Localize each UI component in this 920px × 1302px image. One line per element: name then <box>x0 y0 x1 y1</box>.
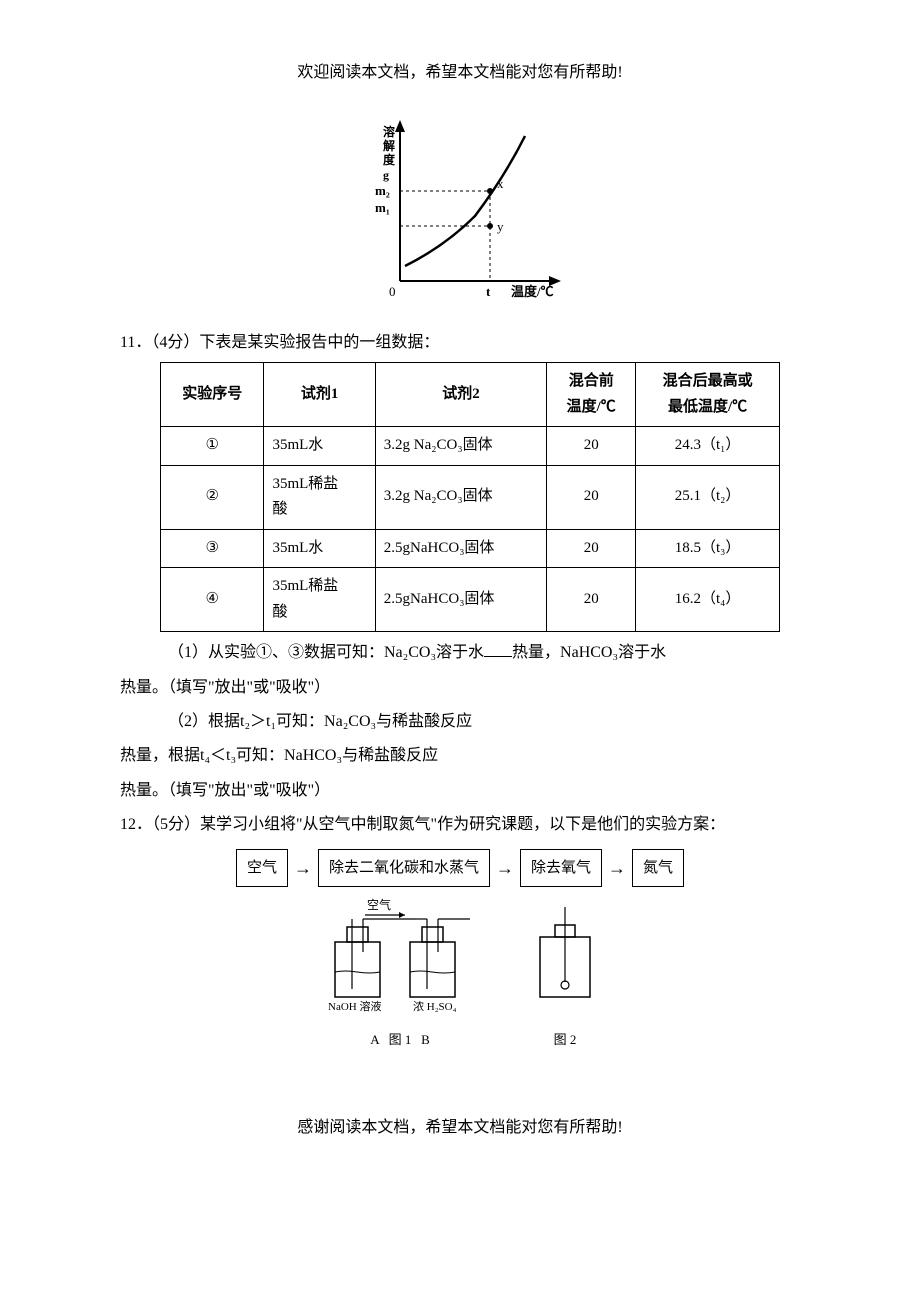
table-row: ② 35mL稀盐 酸 3.2g Na₂CO₃固体 20 25.1（t₂） <box>161 465 780 529</box>
q11-intro: 11．（4分）下表是某实验报告中的一组数据： <box>120 328 800 358</box>
flow-row: 空气 → 除去二氧化碳和水蒸气 → 除去氧气 → 氮气 <box>120 849 800 888</box>
th-r1: 试剂1 <box>264 363 375 427</box>
flow-box-o2: 除去氧气 <box>520 849 602 888</box>
table-row: ③ 35mL水 2.5gNaHCO₃固体 20 18.5（t₃） <box>161 529 780 568</box>
q11-p1c: 热量。（填写"放出"或"吸收"） <box>120 673 800 703</box>
svg-text:m₁: m₁ <box>375 200 390 215</box>
svg-text:解: 解 <box>383 138 395 153</box>
q11-p2a: （2）根据t₂＞t₁可知：Na₂CO₃与稀盐酸反应 <box>168 707 800 737</box>
arrow-icon: → <box>608 851 626 885</box>
flow-box-air: 空气 <box>236 849 288 888</box>
svg-text:温度/℃: 温度/℃ <box>511 284 554 299</box>
header-note: 欢迎阅读本文档，希望本文档能对您有所帮助! <box>120 58 800 88</box>
svg-text:g: g <box>383 168 389 182</box>
q12-intro: 12．（5分）某学习小组将"从空气中制取氮气"作为研究课题，以下是他们的实验方案… <box>120 810 800 840</box>
svg-text:度: 度 <box>383 152 396 167</box>
table-row: ① 35mL水 3.2g Na₂CO₃固体 20 24.3（t₁） <box>161 427 780 466</box>
svg-text:浓 H₂SO₄: 浓 H₂SO₄ <box>413 1000 457 1013</box>
th-t1: 混合后最高或 最低温度/℃ <box>636 363 780 427</box>
svg-text:y: y <box>497 219 504 234</box>
svg-text:溶: 溶 <box>383 124 395 139</box>
th-t0: 混合前 温度/℃ <box>547 363 636 427</box>
footer-note: 感谢阅读本文档，希望本文档能对您有所帮助! <box>120 1113 800 1143</box>
q11-p2b: 热量，根据t₄＜t₃可知：NaHCO₃与稀盐酸反应 <box>120 741 800 771</box>
figure-1: 空气 NaOH 溶液 浓 <box>315 897 485 1053</box>
arrow-icon: → <box>496 851 514 885</box>
table-row: ④ 35mL稀盐 酸 2.5gNaHCO₃固体 20 16.2（t₄） <box>161 568 780 632</box>
apparatus-row: 空气 NaOH 溶液 浓 <box>120 897 800 1053</box>
q12-diagram: 空气 → 除去二氧化碳和水蒸气 → 除去氧气 → 氮气 空气 <box>120 849 800 1054</box>
flow-box-n2: 氮气 <box>632 849 684 888</box>
experiment-table: 实验序号 试剂1 试剂2 混合前 温度/℃ 混合后最高或 最低温度/℃ ① 35… <box>160 362 780 632</box>
q11-p2c: 热量。（填写"放出"或"吸收"） <box>120 776 800 806</box>
solubility-chart: 溶 解 度 g x y m₂ m₁ 0 t 温度/℃ <box>120 116 800 317</box>
svg-text:空气: 空气 <box>367 897 391 912</box>
th-r2: 试剂2 <box>375 363 547 427</box>
svg-text:x: x <box>497 176 504 191</box>
svg-text:t: t <box>486 284 491 299</box>
arrow-icon: → <box>294 851 312 885</box>
blank-fill <box>484 640 512 657</box>
svg-text:0: 0 <box>389 284 396 299</box>
q11-p1: （1）从实验①、③数据可知：Na₂CO₃溶于水热量，NaHCO₃溶于水 <box>168 638 800 668</box>
svg-text:NaOH 溶液: NaOH 溶液 <box>328 999 381 1013</box>
svg-text:m₂: m₂ <box>375 183 390 198</box>
figure-2: 图 2 <box>525 897 605 1053</box>
flow-box-co2: 除去二氧化碳和水蒸气 <box>318 849 490 888</box>
th-no: 实验序号 <box>161 363 264 427</box>
